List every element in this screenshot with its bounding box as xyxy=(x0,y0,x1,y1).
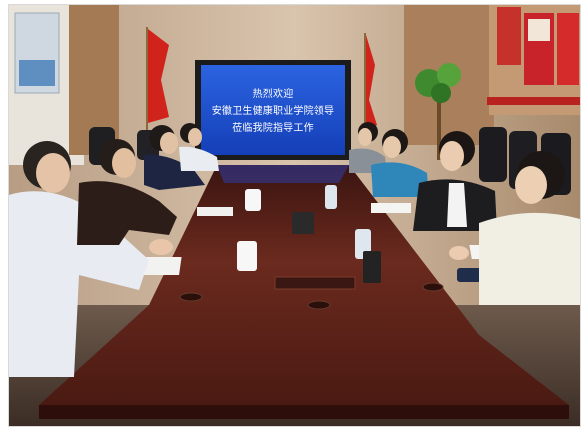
paper-document xyxy=(371,203,411,213)
meeting-room-scene xyxy=(9,5,580,426)
red-flag-left xyxy=(148,29,169,123)
welcome-line-3: 莅临我院指导工作 xyxy=(232,122,314,134)
red-flag-right xyxy=(366,35,377,133)
plant-leaves-3 xyxy=(431,83,451,103)
person-left-fourth xyxy=(179,123,219,171)
person-left-second xyxy=(77,139,177,245)
table-edge xyxy=(39,405,569,419)
chair xyxy=(479,127,507,182)
teacup xyxy=(237,241,257,271)
tissue-box xyxy=(292,212,314,234)
red-shelf xyxy=(487,97,580,105)
person-right-third xyxy=(413,131,497,231)
name-card-holder xyxy=(363,251,381,283)
person-right-second xyxy=(371,129,429,197)
plant-stem xyxy=(437,100,441,160)
table-socket xyxy=(307,300,331,310)
plant-leaves-2 xyxy=(437,63,461,87)
table-socket xyxy=(179,292,203,302)
wall-poster-image xyxy=(19,60,55,86)
water-bottle xyxy=(325,185,337,209)
welcome-line-1: 热烈欢迎 xyxy=(252,88,294,100)
person-right-front xyxy=(449,151,580,305)
display-board-emblem xyxy=(528,19,550,41)
paper-document xyxy=(197,207,233,216)
welcome-line-2: 安徽卫生健康职业学院领导 xyxy=(211,105,335,117)
table-screen-reflection xyxy=(217,165,349,183)
meeting-photo: 热烈欢迎 安徽卫生健康职业学院领导 莅临我院指导工作 xyxy=(8,4,581,427)
teacup xyxy=(245,189,261,211)
welcome-screen xyxy=(201,65,345,155)
person-left-third xyxy=(144,125,205,190)
table-socket xyxy=(422,282,444,292)
red-ribbon-decoration xyxy=(497,7,521,65)
table-cable-tray xyxy=(274,276,356,290)
welcome-banner-text: 热烈欢迎 安徽卫生健康职业学院领导 莅临我院指导工作 xyxy=(205,69,341,153)
red-display-board-2 xyxy=(557,13,579,85)
